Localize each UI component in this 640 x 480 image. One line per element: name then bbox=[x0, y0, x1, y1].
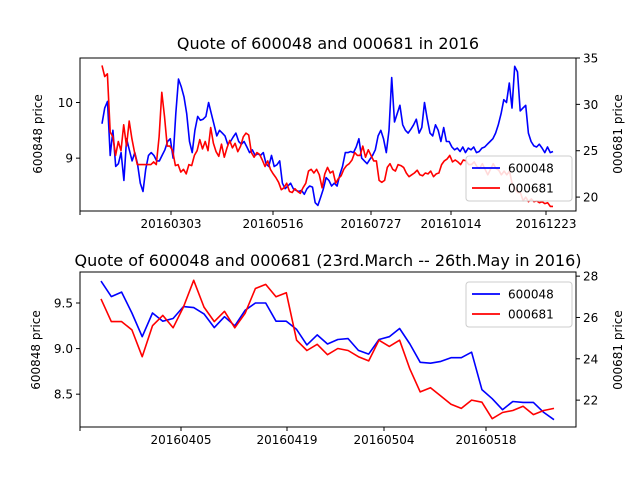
top-y-tick-label-right: 35 bbox=[583, 52, 598, 66]
top-y-tick-label-right: 25 bbox=[583, 144, 598, 158]
bottom-series-lines bbox=[100, 279, 555, 421]
top-x-tick-label: 20161014 bbox=[420, 217, 481, 231]
bottom-legend-label-000681: 000681 bbox=[508, 308, 554, 322]
bottom-y-tick-label-right: 22 bbox=[583, 394, 598, 408]
top-ylabel-left: 600848 price bbox=[31, 94, 45, 174]
top-series-line-600048 bbox=[101, 65, 554, 207]
top-subplot: Quote of 600048 and 000681 in 2016 20160… bbox=[31, 34, 625, 231]
bottom-x-tick-label: 20160518 bbox=[455, 433, 516, 447]
top-legend-label-000681: 000681 bbox=[508, 182, 554, 196]
top-legend: 600048 000681 bbox=[465, 155, 573, 202]
bottom-subplot: Quote of 600048 and 000681 (23rd.March -… bbox=[29, 251, 625, 447]
top-chart-title: Quote of 600048 and 000681 in 2016 bbox=[177, 34, 479, 53]
bottom-y-tick-label-left: 8.5 bbox=[54, 388, 73, 402]
bottom-ylabel-right: 000681 price bbox=[611, 310, 625, 390]
top-axes: 20160303 20160516 20160727 20161014 20161223… bbox=[58, 52, 599, 232]
top-y-tick-label-left: 9 bbox=[65, 152, 73, 166]
bottom-y-tick-label-right: 24 bbox=[583, 352, 598, 366]
bottom-x-tick-label: 20160419 bbox=[256, 433, 317, 447]
bottom-legend-label-600048: 600048 bbox=[508, 288, 554, 302]
bottom-axes: 20160405 20160419 20160504 20160518 8.5 9.0 9.… bbox=[54, 270, 598, 447]
bottom-ylabel-left: 600848 price bbox=[29, 310, 43, 390]
bottom-y-tick-label-right: 26 bbox=[583, 311, 598, 325]
bottom-y-tick-label-right: 28 bbox=[583, 270, 598, 284]
top-x-tick-label: 20160516 bbox=[242, 217, 303, 231]
bottom-x-tick-label: 20160405 bbox=[150, 433, 211, 447]
top-y-tick-label-right: 20 bbox=[583, 191, 598, 205]
top-x-tick-label: 20160727 bbox=[340, 217, 401, 231]
bottom-series-line-600048 bbox=[100, 280, 555, 421]
top-y-tick-label-left: 10 bbox=[58, 96, 73, 110]
bottom-y-tick-label-left: 9.0 bbox=[54, 342, 73, 356]
top-x-tick-label: 20161223 bbox=[515, 217, 576, 231]
top-y-tick-label-right: 30 bbox=[583, 98, 598, 112]
bottom-x-tick-label: 20160504 bbox=[353, 433, 414, 447]
bottom-legend: 600048 000681 bbox=[465, 281, 573, 328]
top-x-tick-label: 20160303 bbox=[140, 217, 201, 231]
bottom-y-tick-label-left: 9.5 bbox=[54, 297, 73, 311]
top-legend-label-600048: 600048 bbox=[508, 162, 554, 176]
bottom-chart-title: Quote of 600048 and 000681 (23rd.March -… bbox=[74, 251, 581, 270]
top-ylabel-right: 000681 price bbox=[611, 94, 625, 174]
bottom-series-line-000681 bbox=[100, 279, 555, 420]
